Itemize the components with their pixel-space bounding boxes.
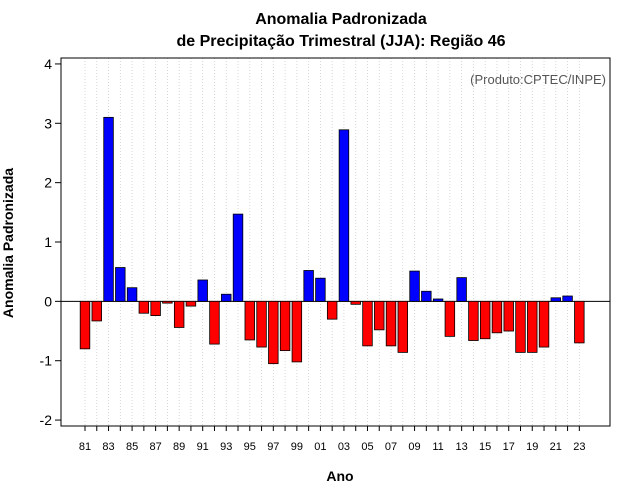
bar-2004 bbox=[350, 300, 361, 305]
bar-2023 bbox=[574, 300, 585, 344]
bar-2020 bbox=[538, 300, 550, 348]
x-tick-label-91: 91 bbox=[197, 441, 209, 453]
bar-1997 bbox=[268, 300, 279, 365]
bar-2013 bbox=[456, 277, 467, 302]
bar-1983 bbox=[103, 116, 114, 302]
y-tick-label-1: 1 bbox=[44, 234, 52, 250]
bar-1999 bbox=[291, 300, 303, 363]
bar-1987 bbox=[150, 300, 161, 316]
bar-2003 bbox=[338, 129, 350, 302]
y-tick-label--2: -2 bbox=[40, 412, 53, 428]
x-tick-label-99: 99 bbox=[291, 441, 303, 453]
bars-group bbox=[79, 116, 585, 365]
x-tick-label-07: 07 bbox=[385, 441, 397, 453]
bar-2018 bbox=[515, 300, 526, 353]
chart-title-line1: Anomalia Padronizada bbox=[255, 11, 427, 28]
bar-1990 bbox=[185, 300, 197, 307]
y-tick-label-2: 2 bbox=[44, 175, 52, 191]
bar-1982 bbox=[91, 300, 102, 322]
x-tick-label-95: 95 bbox=[244, 441, 256, 453]
bar-2022 bbox=[562, 295, 573, 302]
bar-1988 bbox=[162, 300, 173, 304]
x-tick-label-15: 15 bbox=[479, 441, 491, 453]
bar-2012 bbox=[444, 300, 456, 337]
x-tick-label-85: 85 bbox=[126, 441, 138, 453]
x-tick-label-03: 03 bbox=[338, 441, 350, 453]
x-tick-label-89: 89 bbox=[173, 441, 185, 453]
bar-1994 bbox=[232, 213, 244, 302]
bar-1996 bbox=[256, 300, 267, 348]
bar-2005 bbox=[362, 300, 373, 347]
chart-title-line2: de Precipitação Trimestral (JJA): Região… bbox=[176, 33, 505, 50]
x-tick-label-87: 87 bbox=[149, 441, 161, 453]
bar-2011 bbox=[432, 298, 444, 302]
bar-1986 bbox=[138, 300, 150, 314]
x-tick-label-01: 01 bbox=[314, 441, 326, 453]
y-tick-label-4: 4 bbox=[44, 56, 52, 72]
x-tick-label-81: 81 bbox=[79, 441, 91, 453]
bar-2002 bbox=[326, 300, 338, 320]
bar-1985 bbox=[126, 287, 138, 302]
bar-2016 bbox=[491, 300, 503, 334]
bar-2008 bbox=[397, 300, 408, 353]
bar-1998 bbox=[279, 300, 291, 352]
bar-1992 bbox=[209, 300, 220, 345]
chart-credit: (Produto:CPTEC/INPE) bbox=[470, 72, 606, 87]
x-axis-title: Ano bbox=[326, 468, 353, 484]
y-axis-title: Anomalia Padronizada bbox=[0, 168, 16, 318]
bar-1981 bbox=[79, 300, 91, 350]
bar-2000 bbox=[303, 270, 314, 302]
x-tick-label-83: 83 bbox=[102, 441, 114, 453]
bar-1989 bbox=[173, 300, 185, 328]
x-tick-label-05: 05 bbox=[361, 441, 373, 453]
y-axis: -2 -1 0 1 2 3 4 bbox=[40, 56, 61, 428]
x-tick-label-23: 23 bbox=[573, 441, 585, 453]
bar-2019 bbox=[527, 300, 538, 353]
bar-2009 bbox=[409, 270, 420, 302]
y-tick-label--1: -1 bbox=[40, 353, 53, 369]
bar-1993 bbox=[221, 293, 232, 302]
bar-1991 bbox=[197, 279, 208, 302]
x-tick-label-17: 17 bbox=[503, 441, 515, 453]
x-tick-label-93: 93 bbox=[220, 441, 232, 453]
x-tick-label-11: 11 bbox=[432, 441, 443, 453]
bar-2007 bbox=[385, 300, 397, 347]
x-tick-label-97: 97 bbox=[267, 441, 279, 453]
bar-2006 bbox=[374, 300, 385, 331]
x-tick-label-19: 19 bbox=[526, 441, 538, 453]
y-tick-label-3: 3 bbox=[44, 115, 52, 131]
bar-2001 bbox=[315, 277, 326, 302]
y-tick-label-0: 0 bbox=[44, 293, 52, 309]
bar-1984 bbox=[115, 267, 126, 302]
bar-2014 bbox=[468, 300, 479, 341]
x-axis: 81 83 85 87 89 91 93 95 97 99 01 03 05 07 09 11 13 15 17 19… bbox=[79, 426, 585, 453]
x-tick-label-09: 09 bbox=[408, 441, 420, 453]
grid-lines bbox=[61, 58, 610, 426]
plot-frame bbox=[60, 57, 611, 427]
bar-2010 bbox=[421, 290, 432, 302]
x-tick-label-13: 13 bbox=[456, 441, 468, 453]
x-tick-label-21: 21 bbox=[550, 441, 562, 453]
bar-1995 bbox=[244, 300, 255, 341]
bar-2021 bbox=[550, 297, 562, 302]
bar-2017 bbox=[503, 300, 514, 332]
bar-2015 bbox=[479, 300, 491, 340]
